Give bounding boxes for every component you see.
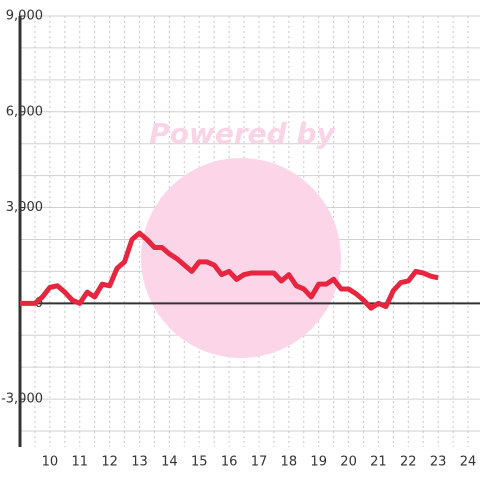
x-tick-label: 15: [191, 455, 208, 470]
x-tick-label: 17: [251, 455, 268, 470]
x-tick-label: 23: [430, 455, 447, 470]
x-tick-label: 21: [370, 455, 387, 470]
x-tick-label: 20: [340, 455, 357, 470]
x-tick-label: 12: [101, 455, 118, 470]
x-tick-label: 19: [310, 455, 327, 470]
x-tick-label: 18: [281, 455, 298, 470]
x-tick-label: 11: [71, 455, 88, 470]
data-line: [20, 230, 439, 311]
x-tick-label: 24: [460, 455, 477, 470]
watermark: Powered by: [149, 117, 336, 150]
x-tick-label: 16: [221, 455, 238, 470]
x-tick-label: 13: [131, 455, 148, 470]
x-tick-label: 22: [400, 455, 417, 470]
x-tick-label: 10: [42, 455, 59, 470]
x-tick-label: 14: [161, 455, 178, 470]
watermark-logo: [141, 158, 341, 358]
